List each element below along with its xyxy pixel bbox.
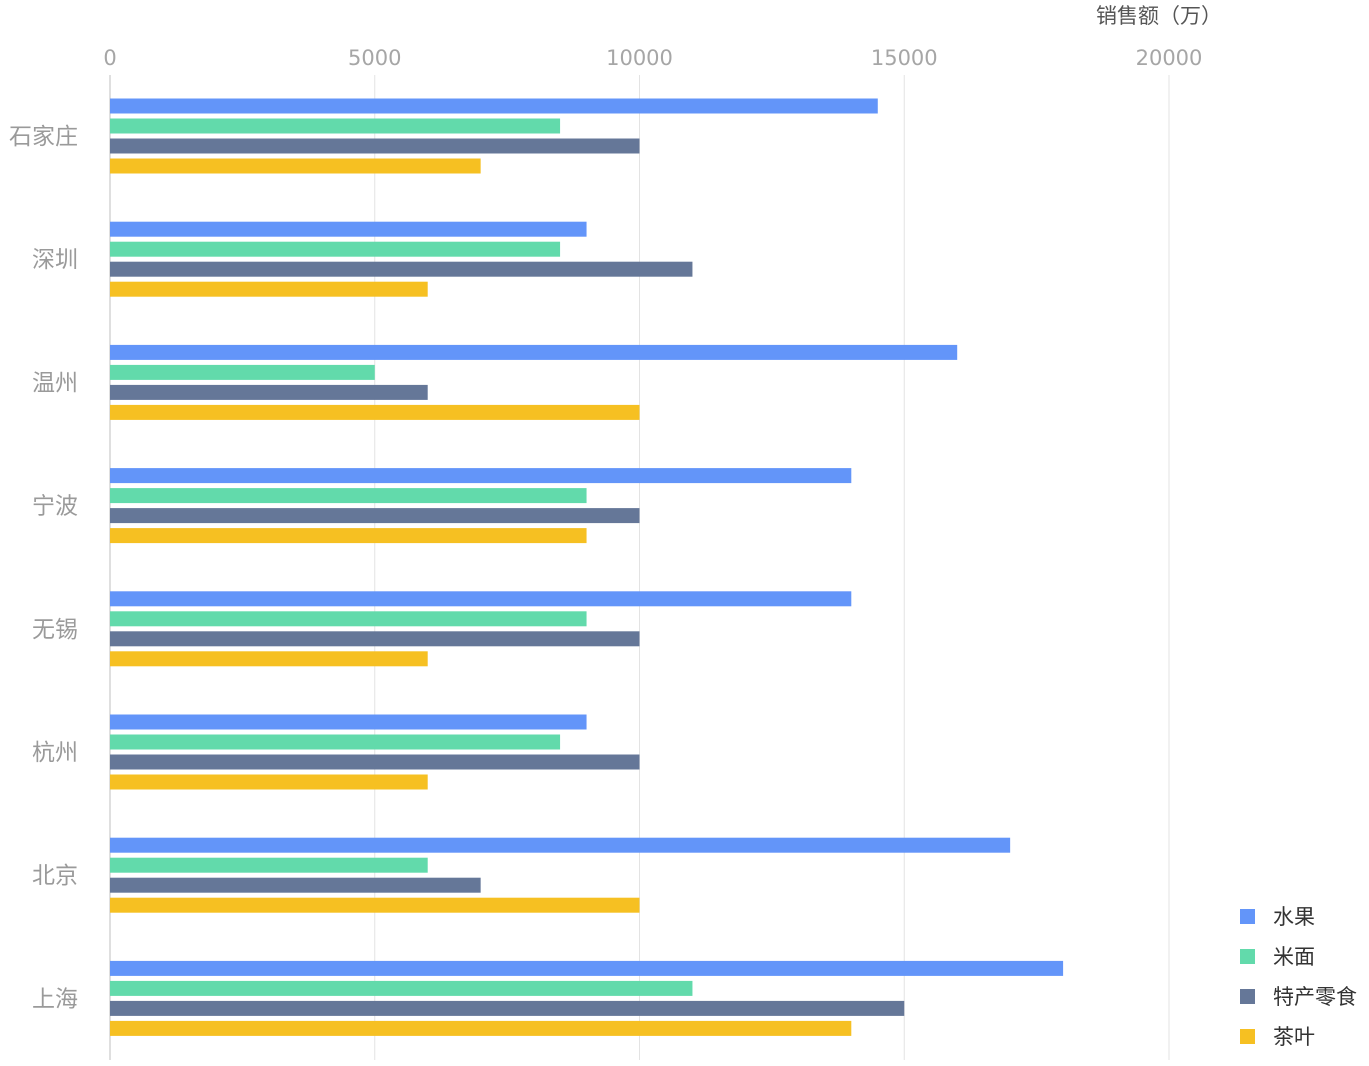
legend-label: 特产零食 <box>1273 985 1357 1009</box>
bar <box>110 774 428 790</box>
y-category-label: 石家庄 <box>9 124 78 150</box>
legend-label: 水果 <box>1273 905 1315 929</box>
bar <box>110 158 481 174</box>
y-category-label: 温州 <box>32 370 78 396</box>
y-category-label: 无锡 <box>32 617 78 643</box>
bar <box>110 488 587 504</box>
bar <box>110 221 587 237</box>
x-tick-label: 5000 <box>348 46 401 70</box>
legend-item[interactable]: 茶叶 <box>1240 1025 1357 1049</box>
bar <box>110 714 587 730</box>
legend-swatch <box>1240 908 1255 924</box>
bar <box>110 897 640 913</box>
bars <box>110 98 1064 1036</box>
x-tick-label: 0 <box>103 46 116 70</box>
y-category-label: 北京 <box>32 863 78 889</box>
bar <box>110 857 428 873</box>
grid-lines <box>109 75 1170 1060</box>
bar <box>110 611 587 627</box>
y-category-label: 深圳 <box>32 247 78 273</box>
legend-swatch <box>1240 1028 1255 1044</box>
bar <box>110 344 958 360</box>
x-tick-label: 20000 <box>1136 46 1203 70</box>
y-category-label: 上海 <box>32 986 78 1012</box>
bar <box>110 877 481 893</box>
bar <box>110 261 693 277</box>
bar <box>110 1020 852 1036</box>
bar <box>110 734 561 750</box>
bar <box>110 651 428 667</box>
x-axis-unit-label: 销售额（万） <box>1096 4 1222 28</box>
bar <box>110 364 375 380</box>
y-category-label: 杭州 <box>32 740 78 766</box>
legend-label: 米面 <box>1273 945 1315 969</box>
bar <box>110 241 561 257</box>
bar <box>110 754 640 770</box>
legend-item[interactable]: 特产零食 <box>1240 985 1357 1009</box>
bar <box>110 631 640 647</box>
legend-swatch <box>1240 988 1255 1004</box>
x-tick-label: 10000 <box>606 46 673 70</box>
legend-item[interactable]: 水果 <box>1240 905 1357 929</box>
bar <box>110 281 428 297</box>
legend-label: 茶叶 <box>1273 1025 1315 1049</box>
bar <box>110 1000 905 1016</box>
bar <box>110 980 693 996</box>
bar <box>110 528 587 544</box>
bar <box>110 98 878 114</box>
bar <box>110 468 852 484</box>
legend: 水果米面特产零食茶叶 <box>1240 905 1357 1066</box>
legend-swatch <box>1240 948 1255 964</box>
bar <box>110 837 1011 853</box>
bar <box>110 384 428 400</box>
legend-item[interactable]: 米面 <box>1240 945 1357 969</box>
bar <box>110 138 640 154</box>
bar <box>110 960 1064 976</box>
bar <box>110 508 640 524</box>
bar <box>110 591 852 607</box>
bar <box>110 404 640 420</box>
bar <box>110 118 561 134</box>
y-category-label: 宁波 <box>32 494 78 520</box>
x-axis-ticks: 0 5000 10000 15000 20000 <box>103 46 1202 70</box>
x-tick-label: 15000 <box>871 46 938 70</box>
